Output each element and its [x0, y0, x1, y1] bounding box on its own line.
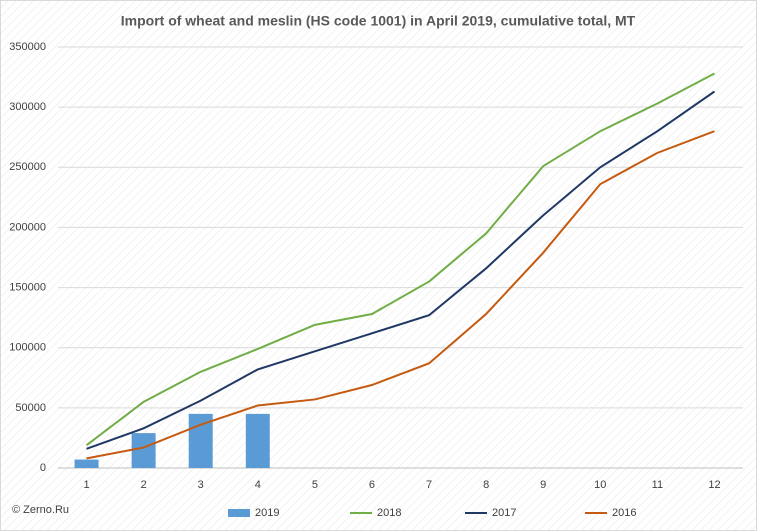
y-tick-label: 0 [40, 462, 46, 474]
y-tick-label: 350000 [9, 41, 46, 53]
legend-label: 2018 [377, 507, 401, 519]
line [86, 90, 716, 450]
x-tick-label: 9 [540, 479, 546, 491]
x-tick-label: 12 [708, 479, 720, 491]
x-tick-label: 2 [141, 479, 147, 491]
x-tick-label: 6 [369, 479, 375, 491]
y-tick-label: 50000 [15, 402, 46, 414]
bar [131, 433, 156, 468]
line [85, 72, 715, 446]
y-tick-label: 100000 [9, 342, 46, 354]
x-tick-label: 7 [426, 479, 432, 491]
bar [74, 459, 99, 468]
y-tick-label: 200000 [9, 221, 46, 233]
y-tick-label: 250000 [9, 161, 46, 173]
y-tick-label: 150000 [9, 281, 46, 293]
x-tick-label: 10 [594, 479, 606, 491]
line [86, 130, 715, 460]
x-tick-label: 5 [312, 479, 318, 491]
chart-title: Import of wheat and meslin (HS code 1001… [121, 13, 636, 29]
x-tick-label: 11 [652, 479, 663, 491]
x-tick-label: 1 [83, 479, 89, 491]
x-tick-label: 8 [483, 479, 489, 491]
source: © Zerno.Ru [12, 504, 69, 516]
legend-label: 2017 [492, 507, 516, 519]
bar [245, 413, 270, 468]
legend-swatch [228, 509, 250, 517]
y-tick-label: 300000 [9, 101, 46, 113]
legend-label: 2019 [255, 507, 279, 519]
legend-label: 2016 [612, 507, 636, 519]
x-tick-label: 3 [198, 479, 204, 491]
x-tick-label: 4 [255, 479, 261, 491]
